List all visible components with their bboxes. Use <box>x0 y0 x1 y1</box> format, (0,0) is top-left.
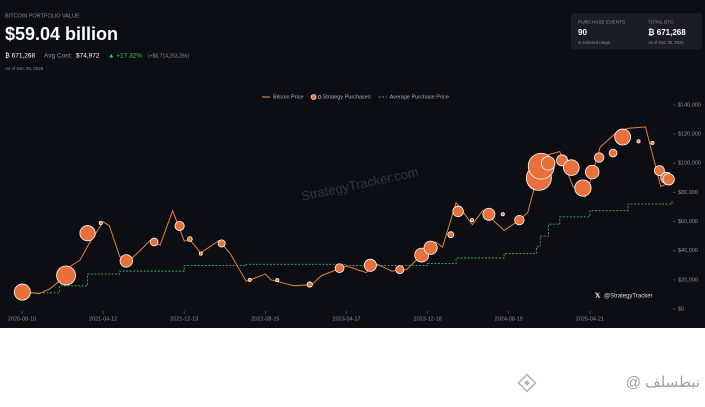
purchase <box>306 281 313 288</box>
purchase <box>608 148 618 158</box>
purchase <box>13 283 31 301</box>
stat-note: As of Dec 25, 2025 <box>648 40 684 45</box>
avg-label: Avg Cost: <box>44 53 72 60</box>
logo <box>517 373 537 393</box>
x-tick-label: 2024-08-19 <box>495 316 523 322</box>
purchase <box>187 236 193 242</box>
x-tick-label: 2021-12-13 <box>170 316 198 322</box>
y-tick-label: $80,000 <box>678 190 698 196</box>
purchase <box>563 159 580 176</box>
y-tick-label: $20,000 <box>678 277 698 283</box>
legend-label: Bitcoin Price <box>273 94 304 100</box>
y-tick-label: $120,000 <box>678 132 701 138</box>
x-tick-label: 2021-04-12 <box>89 316 117 322</box>
change: ▲ +17.32% <box>108 53 142 60</box>
panel <box>0 0 705 328</box>
purchase <box>174 220 185 231</box>
purchase <box>574 179 592 197</box>
purchase <box>395 265 405 275</box>
purchase <box>247 277 252 282</box>
legend-label: Strategy Purchases <box>323 94 371 100</box>
handle: @StrategyTracker <box>604 294 653 300</box>
as-of: As of Dec 25, 2025 <box>5 66 44 71</box>
purchase <box>662 173 675 186</box>
purchase <box>217 239 226 248</box>
purchase <box>56 265 76 286</box>
purchase <box>363 258 377 272</box>
purchase <box>540 156 556 171</box>
purchase <box>423 240 438 255</box>
stat-value: 90 <box>578 28 587 37</box>
portfolio-value: $59.04 billion <box>5 24 118 44</box>
purchase <box>149 237 159 247</box>
purchase <box>452 205 464 218</box>
y-tick-label: $0 <box>678 306 684 312</box>
purchase <box>636 139 641 144</box>
label: BITCOIN PORTFOLIO VALUE <box>5 13 80 19</box>
y-tick-label: $40,000 <box>678 248 698 254</box>
stats-box <box>571 13 702 49</box>
x-tick-label: 2023-04-17 <box>332 316 360 322</box>
purchase <box>198 251 203 256</box>
change-abs: (+$8,714,253,266) <box>148 53 189 59</box>
purchase <box>447 231 455 239</box>
y-tick-label: $60,000 <box>678 219 698 225</box>
stat-value: ₿ 671,268 <box>648 28 686 37</box>
stat-label: TOTAL BTC <box>648 19 674 25</box>
purchase <box>98 221 103 226</box>
purchase <box>654 165 665 176</box>
stat-note: in selected range <box>578 40 611 45</box>
purchase <box>79 225 96 242</box>
x-logo: 𝕏 <box>595 292 601 300</box>
avg-line <box>22 199 673 294</box>
x-tick-label: 2020-08-10 <box>8 316 36 322</box>
x-tick-label: 2022-08-15 <box>251 316 279 322</box>
purchase <box>584 164 600 180</box>
x-tick-label: 2025-04-21 <box>576 316 604 322</box>
avg-value: $74,972 <box>76 53 100 60</box>
purchase <box>119 254 133 268</box>
purchase <box>650 140 655 145</box>
purchase <box>469 218 474 223</box>
btc: ₿ 671,268 <box>5 52 35 60</box>
footer-watermark: @ نبطسلف <box>626 374 700 391</box>
purchase <box>275 278 280 283</box>
legend-label: Average Purchase Price <box>390 94 449 100</box>
purchase <box>514 214 525 226</box>
legend-swatch <box>317 95 322 99</box>
y-tick-label: $100,000 <box>678 161 701 167</box>
stat-label: PURCHASE EVENTS <box>578 19 625 25</box>
purchase <box>500 212 505 217</box>
purchase <box>614 128 632 146</box>
purchase <box>334 263 345 274</box>
purchase <box>482 207 496 221</box>
purchase <box>594 152 605 163</box>
y-tick-label: $140,000 <box>678 102 701 108</box>
legend-swatch <box>310 94 317 100</box>
x-tick-label: 2023-12-18 <box>414 316 442 322</box>
